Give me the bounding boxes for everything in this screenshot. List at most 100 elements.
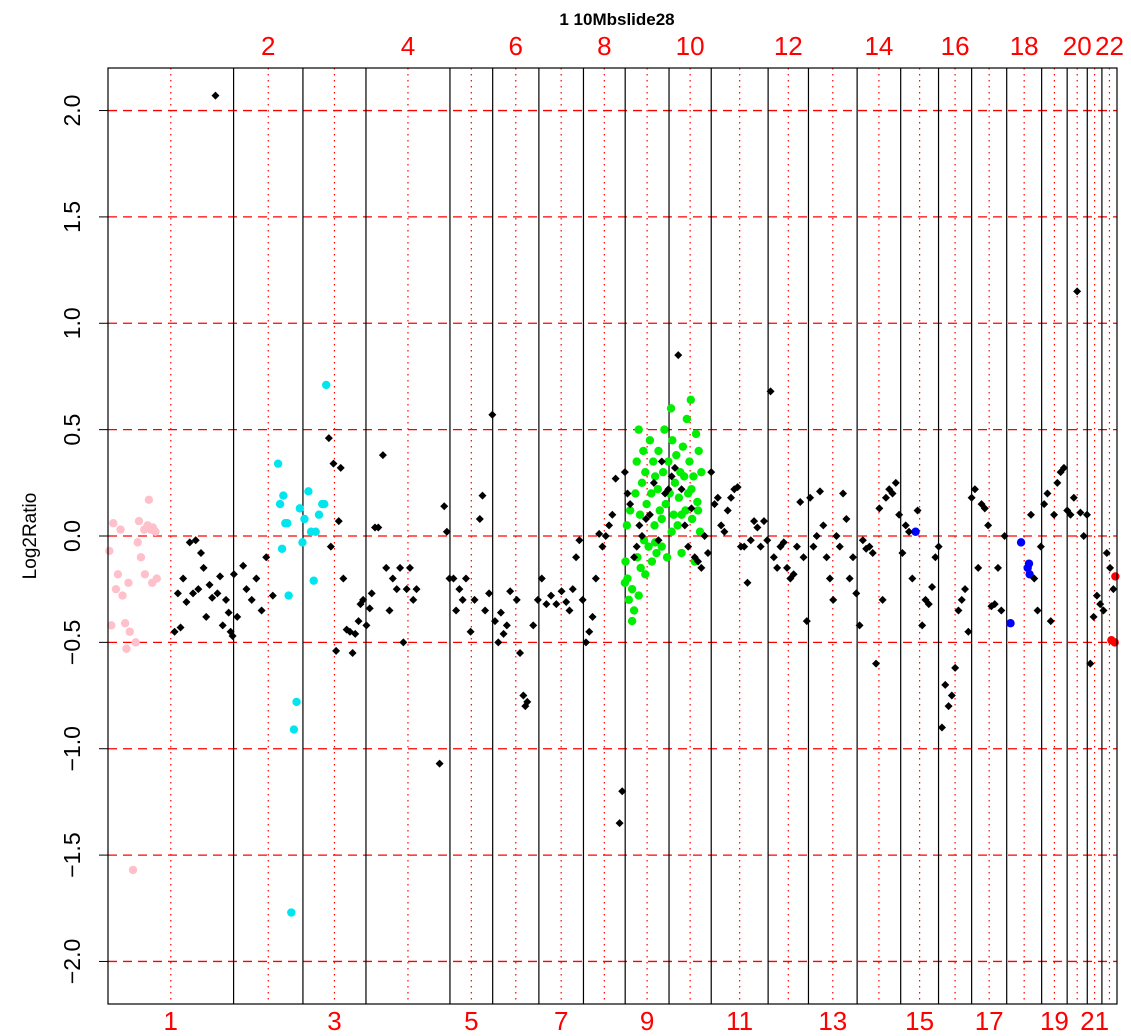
data-point	[670, 463, 679, 472]
data-point	[461, 574, 470, 583]
data-point	[388, 574, 397, 583]
data-point	[872, 659, 881, 668]
data-point	[657, 457, 666, 466]
data-point	[191, 536, 200, 545]
data-point	[189, 589, 198, 598]
data-point	[630, 553, 639, 562]
data-point	[967, 493, 976, 502]
data-point	[677, 485, 686, 494]
data-point	[105, 546, 114, 556]
data-point	[710, 500, 719, 509]
data-point	[233, 612, 242, 621]
data-point	[140, 570, 150, 579]
data-point	[1079, 532, 1088, 540]
data-point	[680, 521, 689, 530]
data-point	[329, 459, 338, 468]
data-point	[228, 631, 237, 640]
data-point	[179, 574, 188, 583]
data-point	[934, 542, 943, 551]
data-point	[298, 538, 307, 547]
data-point	[645, 510, 654, 519]
data-point	[1025, 570, 1034, 579]
data-point	[980, 504, 989, 513]
y-tick-label: 2.0	[59, 95, 85, 127]
data-point	[677, 510, 686, 519]
data-point	[664, 485, 673, 494]
data-point	[311, 527, 320, 536]
data-point	[211, 91, 220, 100]
data-point	[568, 585, 577, 594]
data-point	[396, 563, 405, 572]
data-point	[650, 521, 659, 530]
data-point	[685, 457, 694, 466]
data-point	[552, 600, 561, 609]
data-point	[601, 532, 610, 540]
data-point	[941, 680, 950, 689]
data-point	[743, 578, 752, 587]
data-point	[111, 584, 121, 594]
data-point	[273, 459, 283, 468]
data-point	[1069, 493, 1078, 502]
chromosome-label: 3	[327, 1006, 341, 1036]
chromosome-label: 4	[401, 31, 415, 61]
data-point	[205, 580, 214, 589]
data-point	[642, 499, 651, 509]
data-point	[257, 606, 266, 615]
data-point	[624, 595, 634, 605]
chromosome-label: 8	[597, 31, 611, 61]
data-point	[901, 521, 910, 530]
data-point	[691, 429, 701, 439]
data-point	[652, 548, 661, 558]
data-point	[974, 563, 983, 572]
data-point	[348, 649, 357, 657]
y-tick-label: −0.5	[59, 620, 85, 665]
data-point	[268, 591, 277, 600]
data-point	[608, 510, 617, 519]
y-tick-label: −1.5	[59, 832, 85, 877]
data-point	[937, 723, 946, 732]
data-point	[314, 510, 324, 519]
data-point	[684, 542, 693, 551]
data-point	[740, 542, 749, 551]
data-point	[632, 457, 641, 466]
chromosome-label: 22	[1095, 31, 1124, 61]
data-point	[957, 595, 966, 604]
data-point	[557, 587, 566, 596]
data-point	[657, 514, 666, 524]
chromosome-label: 19	[1040, 1006, 1069, 1036]
chromosome-boundaries	[170, 68, 1111, 1004]
data-point	[449, 574, 458, 583]
data-point	[196, 549, 205, 558]
data-point	[695, 527, 705, 536]
data-point	[309, 576, 318, 585]
data-point	[667, 472, 676, 481]
y-tick-label: 1.5	[59, 201, 85, 233]
chart-title: 1 10Mbslide28	[559, 10, 674, 29]
data-point	[799, 553, 808, 562]
data-point	[623, 489, 632, 498]
data-point	[122, 644, 131, 653]
data-point	[516, 649, 525, 657]
data-point	[365, 604, 374, 613]
data-point	[224, 608, 233, 617]
data-point	[997, 606, 1006, 615]
data-point	[494, 638, 503, 647]
data-point	[598, 542, 607, 551]
data-point	[124, 578, 133, 587]
data-point	[693, 506, 703, 515]
data-point	[809, 542, 818, 551]
data-point	[374, 523, 383, 532]
data-point	[621, 557, 630, 566]
data-point	[812, 532, 821, 540]
data-point	[954, 606, 963, 615]
chromosome-label: 5	[464, 1006, 478, 1036]
data-point	[664, 457, 673, 466]
data-point	[320, 499, 329, 509]
data-point	[581, 638, 590, 647]
data-point	[152, 574, 161, 583]
data-point	[626, 500, 635, 509]
data-point	[766, 387, 775, 396]
data-point	[182, 597, 191, 606]
data-point	[660, 425, 669, 434]
